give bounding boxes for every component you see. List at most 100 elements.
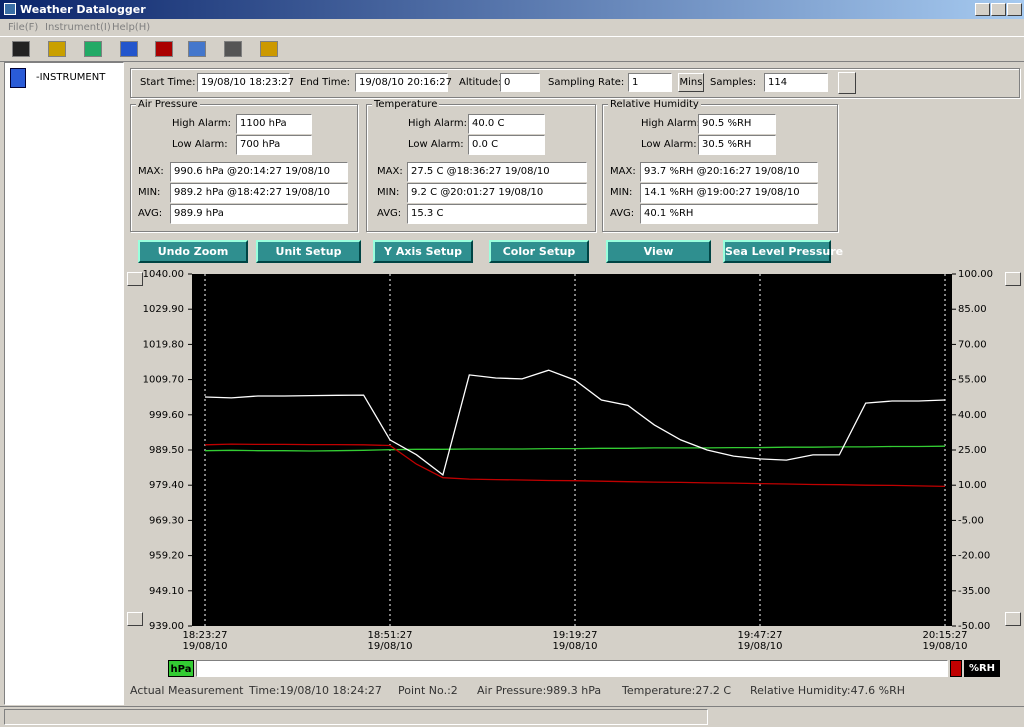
field-label: Low Alarm: xyxy=(641,139,697,150)
tree-root[interactable]: -INSTRUMENT xyxy=(36,72,106,83)
field-label: High Alarm: xyxy=(641,118,700,129)
x-tick-label: 19:47:27 19/08/10 xyxy=(737,630,783,652)
y-tick-label: 989.50 xyxy=(149,445,184,456)
menu-item[interactable]: File(F) xyxy=(8,22,39,33)
y-tick-label: 939.00 xyxy=(149,621,184,632)
collapse-button[interactable] xyxy=(838,72,856,94)
series-line xyxy=(204,443,946,488)
scroll-arrow[interactable] xyxy=(127,612,143,626)
status-text: Relative Humidity:47.6 %RH xyxy=(750,684,905,697)
app-icon xyxy=(4,3,16,15)
info-label: End Time: xyxy=(300,77,351,88)
field-value: 1100 hPa xyxy=(236,114,312,134)
info-label: Start Time: xyxy=(140,77,196,88)
x-tick-label: 20:15:27 19/08/10 xyxy=(922,630,968,652)
x-tick-label: 19:19:27 19/08/10 xyxy=(552,630,598,652)
field-value: 93.7 %RH @20:16:27 19/08/10 xyxy=(640,162,818,182)
group-title: Air Pressure xyxy=(136,99,200,110)
chart: 939.00 949.10 959.20 969.30 979.40 989.50 999.… xyxy=(143,269,993,632)
group-box xyxy=(602,104,838,232)
field-label: Low Alarm: xyxy=(408,139,464,150)
y2-tick-label: 25.00 xyxy=(958,445,987,456)
y2-tick-label: 100.00 xyxy=(958,269,993,280)
toolbar-action-button[interactable]: Y Axis Setup xyxy=(373,240,473,263)
y2-tick-label: -50.00 xyxy=(958,621,990,632)
toolbar-action-button[interactable]: Unit Setup xyxy=(256,240,361,263)
toolbar-button[interactable] xyxy=(155,41,173,57)
y-tick-label: 979.40 xyxy=(149,480,184,491)
toolbar-action-button[interactable]: Undo Zoom xyxy=(138,240,248,263)
unit-button[interactable]: Mins xyxy=(678,73,704,92)
field-value: 990.6 hPa @20:14:27 19/08/10 xyxy=(170,162,348,182)
status-text: Air Pressure:989.3 hPa xyxy=(477,684,602,697)
toolbar-button[interactable] xyxy=(84,41,102,57)
status-text: Actual Measurement xyxy=(130,684,244,697)
y2-tick-label: -5.00 xyxy=(958,515,984,526)
y2-tick-label: 40.00 xyxy=(958,410,987,421)
toolbar-button[interactable] xyxy=(260,41,278,57)
info-label: Sampling Rate: xyxy=(548,77,625,88)
y-tick-label: 1029.90 xyxy=(143,304,184,315)
field-label: MAX: xyxy=(138,166,164,177)
toolbar-button[interactable] xyxy=(48,41,66,57)
toolbar-button[interactable] xyxy=(120,41,138,57)
group-box xyxy=(366,104,596,232)
scrollbar[interactable] xyxy=(196,660,948,677)
title-bar xyxy=(0,0,1024,19)
status-text: Point No.:2 xyxy=(398,684,458,697)
toolbar-button[interactable] xyxy=(224,41,242,57)
field-label: MAX: xyxy=(377,166,403,177)
toolbar xyxy=(0,36,1024,62)
y2-tick-label: -35.00 xyxy=(958,586,990,597)
field-label: AVG: xyxy=(610,208,635,219)
field-label: AVG: xyxy=(377,208,402,219)
field-value: 30.5 %RH xyxy=(698,135,776,155)
series-line xyxy=(204,369,946,477)
close-button[interactable] xyxy=(1007,3,1022,16)
scroll-arrow[interactable] xyxy=(1005,612,1021,626)
field-label: MAX: xyxy=(610,166,636,177)
info-value: 0 xyxy=(500,73,540,92)
field-value: 700 hPa xyxy=(236,135,312,155)
series-line xyxy=(204,445,946,452)
y-tick-label: 1009.70 xyxy=(143,375,184,386)
window-title: Weather Datalogger xyxy=(20,3,146,16)
status-text: Time:19/08/10 18:24:27 xyxy=(249,684,382,697)
toolbar-action-button[interactable]: Sea Level Pressure xyxy=(723,240,843,263)
field-value: 989.2 hPa @18:42:27 19/08/10 xyxy=(170,183,348,203)
toolbar-button[interactable] xyxy=(12,41,30,57)
maximize-button[interactable] xyxy=(991,3,1006,16)
x-tick-label: 18:51:27 19/08/10 xyxy=(367,630,413,652)
field-label: MIN: xyxy=(610,187,633,198)
y-tick-label: 999.60 xyxy=(149,410,184,421)
menu-item[interactable]: Instrument(I) xyxy=(45,22,111,33)
toolbar-action-button[interactable]: Color Setup xyxy=(489,240,589,263)
scroll-arrow[interactable] xyxy=(1005,272,1021,286)
group-title: Temperature xyxy=(372,99,440,110)
field-value: 15.3 C xyxy=(407,204,587,224)
field-label: AVG: xyxy=(138,208,163,219)
field-label: High Alarm: xyxy=(408,118,467,129)
field-value: 0.0 C xyxy=(468,135,545,155)
toolbar-action-button[interactable]: View xyxy=(606,240,711,263)
left-unit: hPa xyxy=(168,660,194,677)
scroll-arrow[interactable] xyxy=(127,272,143,286)
field-value: 40.0 C xyxy=(468,114,545,134)
status-bar xyxy=(0,706,1024,727)
info-label: Altitude: xyxy=(459,77,502,88)
series-swatch xyxy=(950,660,962,677)
info-value: 19/08/10 20:16:27 xyxy=(355,73,452,92)
tree-panel xyxy=(4,62,124,705)
plot-background xyxy=(192,274,952,626)
y2-tick-label: 10.00 xyxy=(958,480,987,491)
field-value: 989.9 hPa xyxy=(170,204,348,224)
minimize-button[interactable] xyxy=(975,3,990,16)
info-label: Samples: xyxy=(710,77,757,88)
field-value: 9.2 C @20:01:27 19/08/10 xyxy=(407,183,587,203)
group-box xyxy=(130,104,358,232)
menu-item[interactable]: Help(H) xyxy=(112,22,151,33)
info-value: 114 xyxy=(764,73,828,92)
y-tick-label: 1019.80 xyxy=(143,339,184,350)
toolbar-button[interactable] xyxy=(188,41,206,57)
